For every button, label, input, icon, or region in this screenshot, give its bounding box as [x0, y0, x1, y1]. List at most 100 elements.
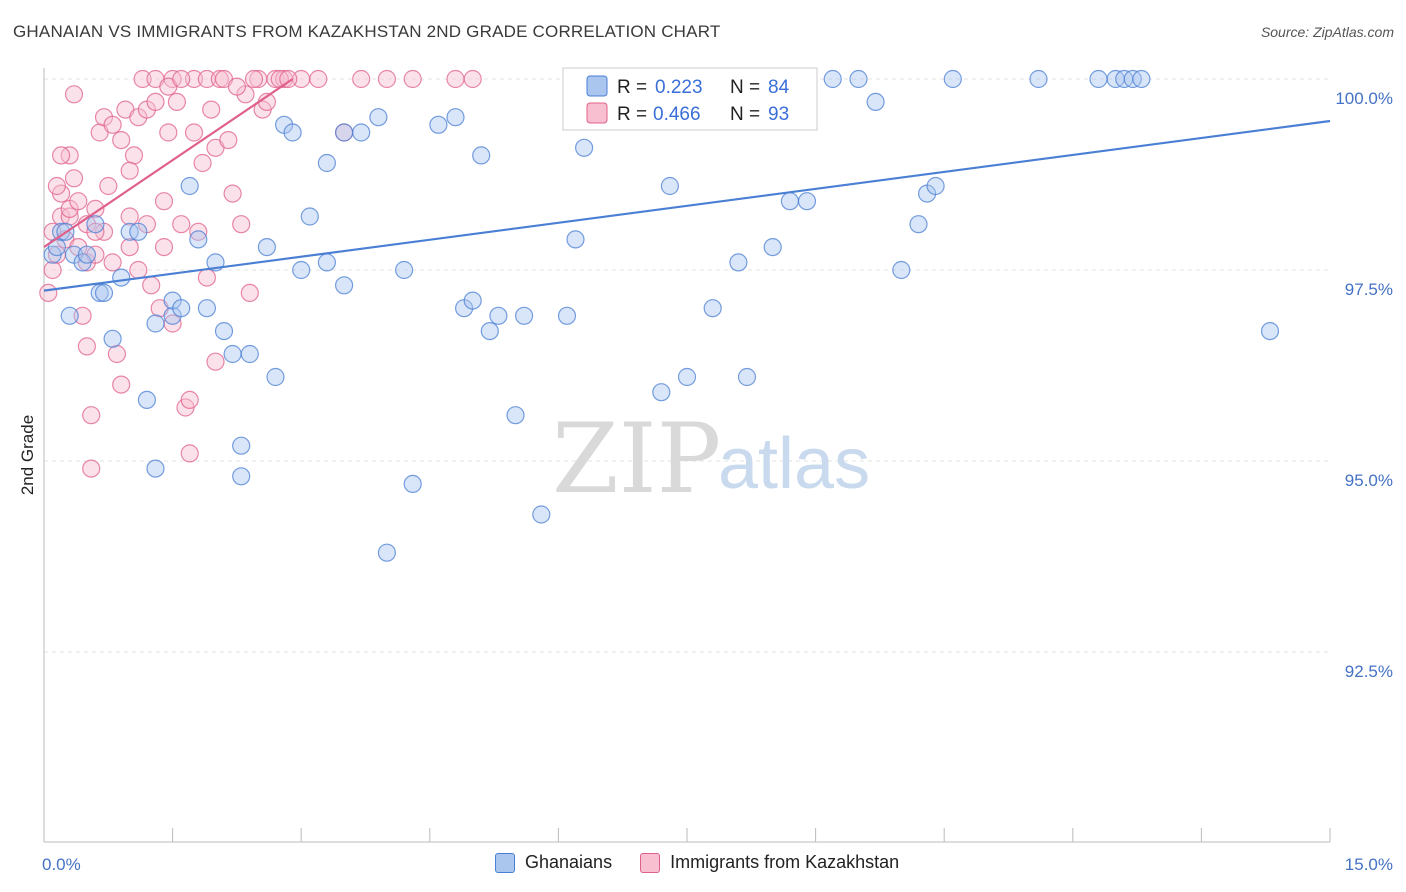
y-tick-label: 92.5%: [1345, 662, 1393, 681]
kazakhstan-point: [146, 92, 165, 112]
kazakhstan-point: [112, 131, 131, 150]
kazakhstan-point: [309, 69, 328, 89]
series-legend: Ghanaians Immigrants from Kazakhstan: [495, 852, 899, 873]
series-ghanaians-points: [43, 69, 1280, 562]
kazakhstan-point: [77, 337, 97, 356]
kazakhstan-point: [446, 69, 465, 89]
kazakhstan-point: [129, 260, 148, 280]
ghanaian-point: [797, 192, 817, 211]
ghanaian-point: [652, 383, 671, 402]
ghanaian-point: [103, 329, 122, 348]
kazakhstan-point: [159, 123, 178, 142]
kazakhstan-point: [69, 192, 88, 211]
ghanaian-point: [514, 306, 534, 325]
ghanaian-point: [780, 192, 800, 211]
kazakhstan-point: [240, 283, 259, 302]
ghanaian-point: [943, 69, 962, 89]
ghanaian-point: [137, 390, 156, 409]
kazakhstan-point: [86, 199, 105, 218]
gridlines: [44, 78, 1330, 653]
kazakhstan-point: [51, 146, 71, 165]
chart-title: GHANAIAN VS IMMIGRANTS FROM KAZAKHSTAN 2…: [13, 22, 721, 41]
ghanaian-point: [77, 245, 97, 264]
ghanaian-point: [292, 260, 311, 280]
kazakhstan-point: [112, 375, 131, 394]
kazakhstan-point: [232, 215, 251, 234]
ghanaian-point: [395, 260, 414, 280]
ghanaian-point: [90, 283, 109, 302]
series-swatch-kazakhstan: [640, 852, 661, 873]
kazakhstan-point: [172, 69, 191, 89]
ghanaian-point: [257, 238, 276, 257]
legend-n-value-ghanaians: 84: [768, 77, 790, 98]
ghanaian-point: [463, 291, 482, 310]
ghanaian-point: [189, 230, 208, 249]
kazakhstan-point: [120, 161, 139, 180]
ghanaian-point: [866, 92, 885, 112]
kazakhstan-point: [227, 77, 246, 96]
ghanaian-point: [909, 215, 928, 234]
y-tick-label: 97.5%: [1345, 280, 1393, 299]
kazakhstan-point: [377, 69, 396, 89]
ghanaian-point: [129, 222, 148, 241]
ghanaian-point: [232, 467, 251, 486]
ghanaian-point: [214, 322, 234, 341]
legend-n-value-kazakhstan: 93: [768, 104, 789, 125]
ghanaian-point: [240, 344, 259, 364]
ghanaian-point: [660, 176, 680, 196]
ghanaian-point: [1029, 69, 1048, 89]
ghanaian-point: [677, 367, 697, 387]
ghanaian-point: [403, 474, 422, 493]
ghanaian-point: [377, 543, 396, 562]
series-swatch-ghanaians: [495, 852, 515, 873]
legend-r-value-kazakhstan: 0.466: [653, 104, 701, 125]
ghanaian-point: [94, 283, 114, 302]
series-name-ghanaians: Ghanaians: [525, 852, 613, 872]
kazakhstan-point: [73, 306, 92, 325]
ghanaian-point: [703, 299, 722, 318]
ghanaian-point: [283, 123, 302, 142]
legend-r-value-ghanaians: 0.223: [655, 77, 703, 98]
series-legend-item-kazakhstan[interactable]: Immigrants from Kazakhstan: [640, 852, 899, 873]
ghanaian-point: [489, 306, 508, 325]
ghanaian-point: [146, 314, 165, 333]
ghanaian-point: [369, 108, 388, 127]
ghanaian-point: [763, 238, 782, 257]
legend-r-label-ghanaians: R =: [617, 77, 652, 98]
kazakhstan-point: [43, 260, 62, 280]
kazakhstan-point: [184, 69, 204, 89]
watermark: ZIP atlas: [552, 403, 870, 515]
kazakhstan-point: [86, 222, 105, 241]
series-kazakhstan-points: [39, 69, 482, 478]
kazakhstan-point: [142, 276, 161, 295]
ghanaian-point: [557, 306, 577, 325]
kazakhstan-point: [180, 444, 199, 463]
series-legend-item-ghanaians[interactable]: Ghanaians: [495, 852, 612, 873]
kazakhstan-point: [223, 184, 242, 203]
kazakhstan-point: [103, 115, 122, 134]
ghanaian-point: [1089, 69, 1108, 89]
ghanaian-point: [223, 344, 242, 364]
kazakhstan-point: [352, 69, 371, 89]
kazakhstan-point: [39, 283, 58, 302]
kazakhstan-point: [107, 344, 127, 364]
kazakhstan-point: [82, 406, 101, 425]
ghanaian-point: [926, 176, 945, 196]
ghanaian-point: [849, 69, 868, 89]
kazakhstan-point: [403, 69, 422, 89]
trend-lines: [43, 78, 1331, 292]
kazakhstan-point: [180, 390, 199, 409]
kazakhstan-point: [120, 238, 139, 257]
kazakhstan-point: [64, 169, 84, 188]
kazakhstan-point: [154, 192, 174, 211]
kazakhstan-point: [202, 100, 221, 119]
ghanaian-point: [574, 138, 594, 157]
x-ticks: [43, 828, 1331, 842]
ghanaian-point: [86, 215, 105, 234]
ghanaian-point: [480, 322, 499, 341]
ghanaian-point: [506, 406, 525, 425]
kazakhstan-trend-line: [43, 78, 294, 248]
ghanaian-point: [112, 268, 131, 287]
kazakhstan-point: [154, 238, 174, 257]
